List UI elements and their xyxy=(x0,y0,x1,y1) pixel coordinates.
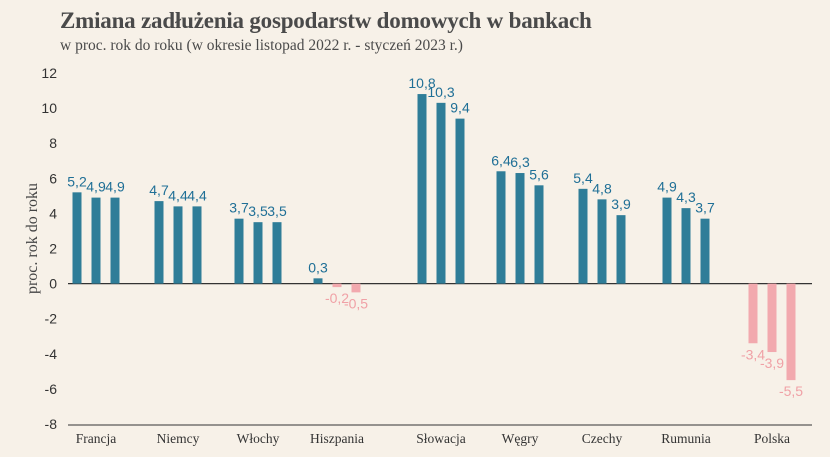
data-label: 4,8 xyxy=(592,180,612,196)
bar xyxy=(786,283,796,381)
category-label: Hiszpania xyxy=(310,431,364,446)
data-label: 4,9 xyxy=(657,179,677,195)
category-label: Niemcy xyxy=(157,431,200,446)
category-label: Węgry xyxy=(502,431,539,446)
chart-title: Zmiana zadłużenia gospodarstw domowych w… xyxy=(60,8,592,33)
bar xyxy=(681,208,691,284)
data-label: 10,8 xyxy=(408,75,435,91)
y-tick-label: 2 xyxy=(49,241,57,257)
data-label: -3,4 xyxy=(741,346,765,362)
y-tick-label: -6 xyxy=(45,381,58,397)
data-label: 4,3 xyxy=(676,189,696,205)
bar xyxy=(91,197,101,284)
y-tick-label: 10 xyxy=(41,100,57,116)
bar xyxy=(234,218,244,284)
bar xyxy=(515,173,525,284)
bar xyxy=(192,206,202,284)
y-tick-label: -8 xyxy=(45,416,58,432)
data-label: 5,6 xyxy=(529,166,549,182)
y-tick-label: 12 xyxy=(41,65,57,81)
data-label: -5,5 xyxy=(779,383,803,399)
bar xyxy=(313,278,323,284)
category-label: Czechy xyxy=(582,431,623,446)
bar xyxy=(534,185,544,284)
bar xyxy=(272,222,282,284)
bar xyxy=(767,283,777,353)
bar xyxy=(332,283,342,288)
data-label: 10,3 xyxy=(427,84,454,100)
bar xyxy=(417,94,427,284)
y-tick-label: 6 xyxy=(49,170,57,186)
y-tick-label: -2 xyxy=(45,311,58,327)
y-axis-label: proc. rok do roku xyxy=(24,183,41,294)
data-label: 3,7 xyxy=(229,200,249,216)
data-label: 6,3 xyxy=(510,154,530,170)
data-label: 4,4 xyxy=(187,187,207,203)
bar xyxy=(748,283,758,344)
data-label: 5,2 xyxy=(67,173,87,189)
data-label: -0,2 xyxy=(325,290,349,306)
data-label: 6,4 xyxy=(491,152,511,168)
category-label: Polska xyxy=(754,431,790,446)
y-tick-label: 8 xyxy=(49,135,57,151)
bar xyxy=(72,192,82,284)
data-label: 4,7 xyxy=(149,182,169,198)
data-label: -3,9 xyxy=(760,355,784,371)
data-label: 3,5 xyxy=(248,203,268,219)
data-label: 3,7 xyxy=(695,200,715,216)
bar xyxy=(173,206,183,284)
category-label: Rumunia xyxy=(661,431,711,446)
data-label: 3,9 xyxy=(611,196,631,212)
data-label: 4,9 xyxy=(86,179,106,195)
bar xyxy=(597,199,607,284)
bar xyxy=(455,118,465,284)
bar xyxy=(351,283,361,293)
bar xyxy=(253,222,263,284)
y-tick-label: 0 xyxy=(49,276,57,292)
bar xyxy=(578,188,588,284)
data-label: 5,4 xyxy=(573,170,593,186)
bar xyxy=(436,102,446,284)
bar xyxy=(154,201,164,284)
bar xyxy=(662,197,672,284)
y-tick-label: -4 xyxy=(45,346,58,362)
category-label: Francja xyxy=(76,431,116,446)
bar xyxy=(700,218,710,284)
data-label: 4,9 xyxy=(105,179,125,195)
bar xyxy=(616,215,626,284)
data-label: 3,5 xyxy=(267,203,287,219)
data-label: -0,5 xyxy=(344,295,368,311)
data-label: 4,4 xyxy=(168,187,188,203)
bar xyxy=(496,171,506,284)
data-label: 9,4 xyxy=(450,100,470,116)
chart-subtitle: w proc. rok do roku (w okresie listopad … xyxy=(60,37,463,54)
data-label: 0,3 xyxy=(308,259,328,275)
category-label: Włochy xyxy=(237,431,280,446)
category-label: Słowacja xyxy=(416,431,466,446)
bar xyxy=(110,197,120,284)
y-tick-label: 4 xyxy=(49,205,57,221)
